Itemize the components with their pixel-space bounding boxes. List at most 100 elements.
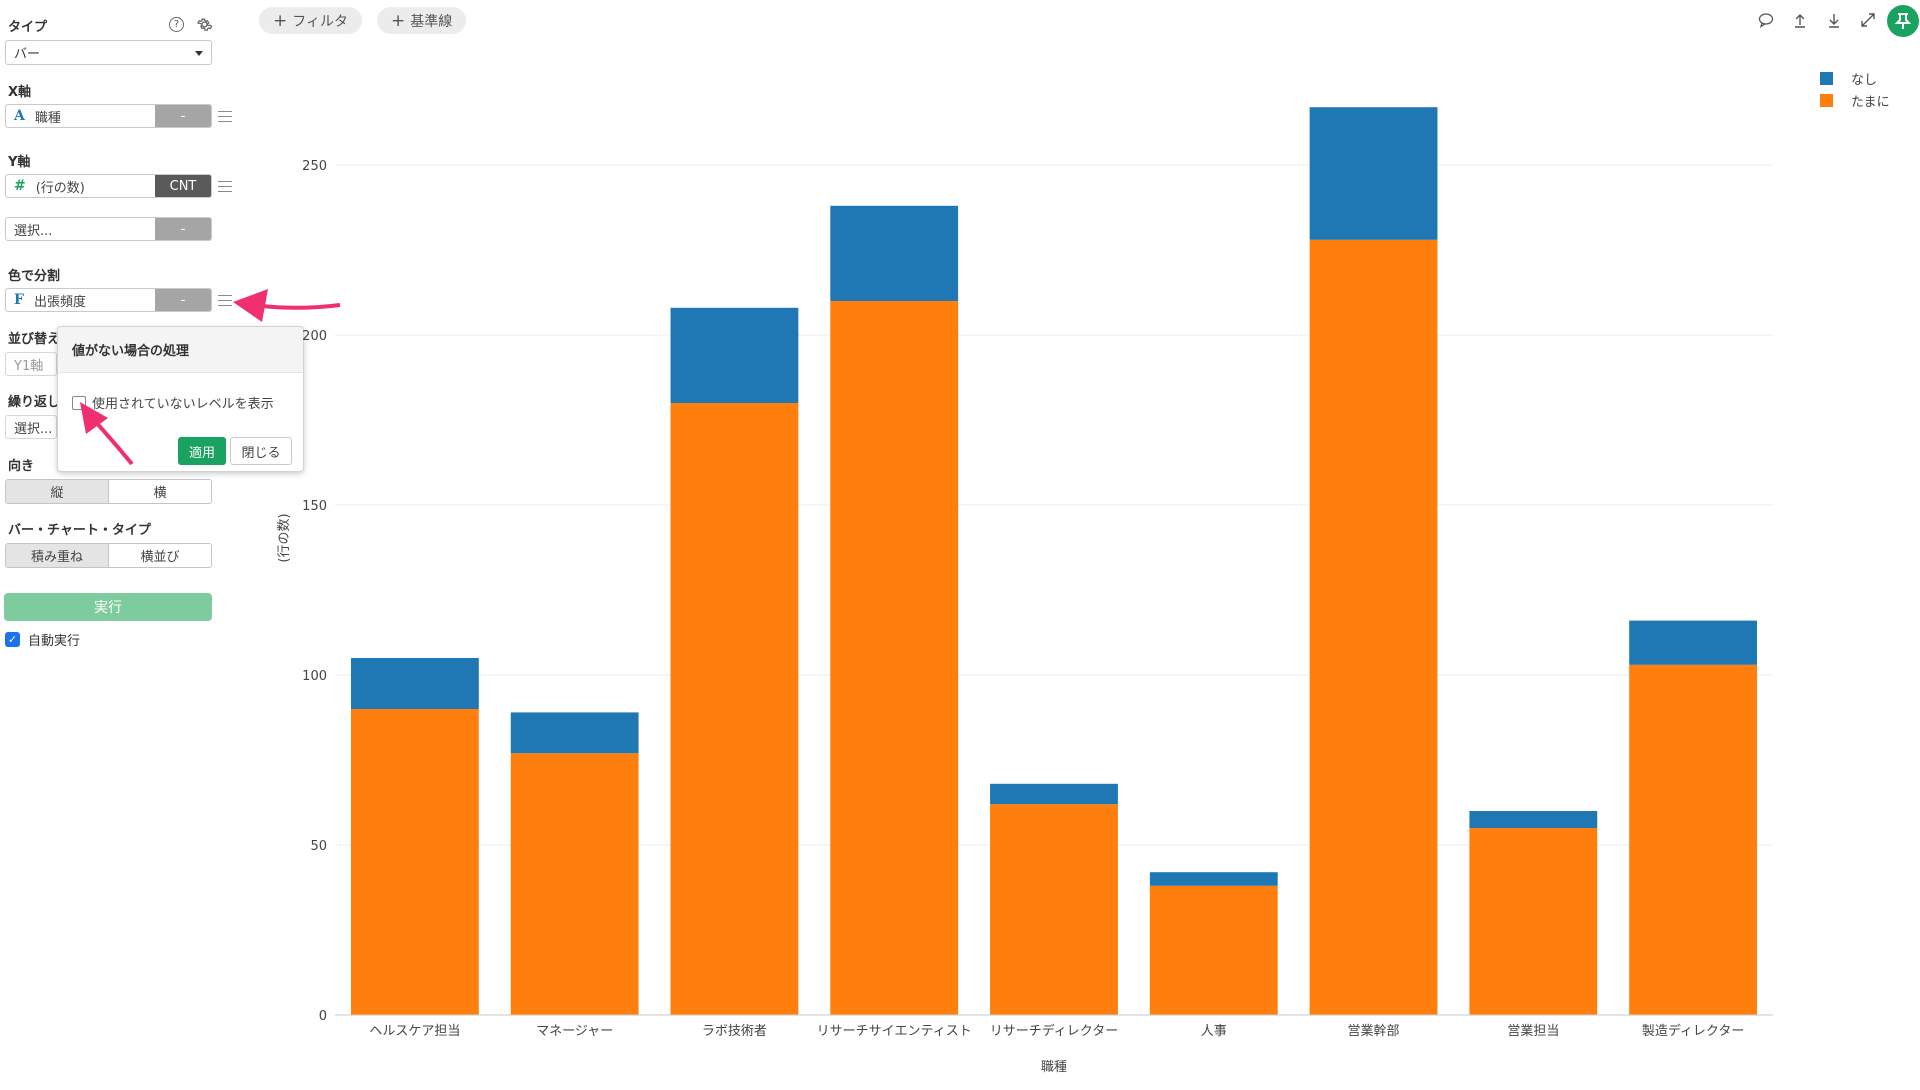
chevron-down-icon — [195, 51, 203, 56]
auto-run-option[interactable]: ✓ 自動実行 — [5, 630, 80, 649]
text-type-icon: A — [14, 108, 25, 124]
stacked-option[interactable]: 積み重ね — [6, 544, 109, 567]
y-axis-aggregate-button[interactable]: CNT — [155, 175, 211, 197]
type-label: タイプ — [8, 20, 48, 35]
run-button[interactable]: 実行 — [4, 593, 212, 621]
y-tick-label: 250 — [302, 159, 327, 174]
orientation-horizontal-option[interactable]: 横 — [109, 480, 211, 503]
auto-run-checkbox[interactable]: ✓ — [5, 632, 20, 647]
x-tick-label: 製造ディレクター — [1642, 1023, 1745, 1039]
legend-item-sometimes[interactable]: たまに — [1820, 91, 1890, 110]
gear-icon[interactable] — [196, 16, 213, 37]
orientation-label: 向き — [8, 459, 35, 474]
x-tick-label: 人事 — [1201, 1024, 1227, 1039]
side-by-side-option[interactable]: 横並び — [109, 544, 211, 567]
legend-swatch-blue — [1820, 72, 1833, 85]
legend-item-none[interactable]: なし — [1820, 69, 1877, 88]
bar-segment[interactable] — [1309, 107, 1438, 240]
bar-segment[interactable] — [990, 783, 1118, 805]
color-split-menu-icon[interactable] — [218, 295, 232, 306]
x-tick-label: 営業担当 — [1507, 1023, 1559, 1039]
expand-icon[interactable] — [1860, 12, 1876, 28]
bar-segment[interactable] — [1309, 239, 1438, 1016]
x-axis-field-name: 職種 — [34, 110, 61, 126]
x-tick-label: マネージャー — [536, 1024, 613, 1039]
color-split-button[interactable]: - — [155, 289, 211, 311]
bar-segment[interactable] — [1149, 885, 1278, 1015]
sort-input[interactable]: Y1軸 — [5, 352, 57, 376]
legend-swatch-orange — [1820, 94, 1833, 107]
annotation-arrows — [80, 289, 341, 466]
bar-segment[interactable] — [1469, 828, 1598, 1015]
bar-chart-type-toggle: 積み重ね 横並び — [5, 543, 212, 568]
add-baseline-label: 基準線 — [410, 13, 453, 30]
pin-icon — [1895, 13, 1911, 29]
y-axis-label: Y軸 — [8, 155, 31, 170]
orientation-toggle: 縦 横 — [5, 479, 212, 504]
apply-button[interactable]: 適用 — [178, 437, 226, 465]
add-filter-button[interactable]: + フィルタ — [259, 7, 362, 34]
number-type-icon: # — [14, 178, 26, 194]
left-panel: タイプ ? バー X軸 A 職種 - Y軸 # (行の数) CNT 選択... … — [0, 0, 232, 1090]
y-tick-label: 50 — [310, 839, 327, 854]
y-axis-extra-button[interactable]: - — [155, 218, 211, 240]
missing-values-popover: 値がない場合の処理 使用されていないレベルを表示 適用 閉じる — [57, 326, 304, 472]
repeat-select[interactable]: 選択... — [5, 415, 57, 439]
show-unused-levels-label: 使用されていないレベルを表示 — [92, 397, 274, 412]
pin-button[interactable] — [1887, 5, 1919, 37]
bar-segment[interactable] — [670, 307, 799, 403]
y-tick-label: 200 — [302, 329, 327, 344]
color-split-field-name: 出張頻度 — [33, 294, 86, 310]
bar-segment[interactable] — [670, 403, 799, 1015]
color-split-field-name-wrap: F 出張頻度 — [6, 289, 155, 311]
chart-type-value: バー — [14, 47, 41, 62]
plus-icon: + — [391, 10, 406, 31]
y-axis-extra-field[interactable]: 選択... - — [5, 217, 212, 241]
x-axis-aggregate-button[interactable]: - — [155, 105, 211, 127]
download-icon[interactable] — [1826, 12, 1842, 28]
x-axis-field[interactable]: A 職種 - — [5, 104, 212, 128]
x-axis-field-name-wrap: A 職種 — [6, 105, 155, 127]
chart-type-select[interactable]: バー — [5, 40, 212, 65]
add-baseline-button[interactable]: + 基準線 — [377, 7, 467, 34]
arrow-to-checkbox — [80, 402, 134, 466]
bar-segment[interactable] — [830, 205, 959, 301]
bar-segment[interactable] — [830, 301, 959, 1015]
color-split-field[interactable]: F 出張頻度 - — [5, 288, 212, 312]
bar-segment[interactable] — [1469, 811, 1598, 828]
bar-segment[interactable] — [1629, 664, 1758, 1015]
y-axis-field-name-wrap: # (行の数) — [6, 175, 155, 197]
close-button[interactable]: 閉じる — [230, 437, 292, 465]
question-circle-icon[interactable]: ? — [169, 17, 184, 32]
x-tick-label: リサーチディレクター — [990, 1023, 1119, 1039]
bar-segment[interactable] — [510, 753, 639, 1015]
bar-segment[interactable] — [1629, 620, 1758, 665]
add-filter-label: フィルタ — [292, 13, 348, 30]
sort-label: 並び替え — [8, 332, 61, 347]
x-tick-label: 営業幹部 — [1348, 1023, 1400, 1039]
x-tick-label: ラボ技術者 — [702, 1024, 767, 1039]
auto-run-label: 自動実行 — [28, 634, 81, 649]
bar-segment[interactable] — [1149, 872, 1278, 886]
bars-layer — [350, 107, 1758, 1016]
bar-segment[interactable] — [510, 712, 639, 754]
y-axis-extra-placeholder: 選択... — [14, 223, 53, 239]
bar-segment[interactable] — [990, 804, 1118, 1015]
plus-icon: + — [273, 10, 288, 31]
x-axis-menu-icon[interactable] — [218, 111, 232, 122]
x-axis-title: 職種 — [1041, 1059, 1067, 1075]
upload-icon[interactable] — [1792, 12, 1808, 28]
popover-title: 値がない場合の処理 — [58, 327, 303, 373]
axis-layer: 0 50 100 150 200 250 ヘルスケア担当 マネージャー ラボ技術者 リサーチサイエ… — [277, 159, 1773, 1075]
bar-segment[interactable] — [350, 658, 479, 709]
comment-icon[interactable] — [1758, 12, 1774, 28]
bar-segment[interactable] — [350, 709, 479, 1015]
y-tick-label: 150 — [302, 499, 327, 514]
legend-label-none: なし — [1851, 73, 1878, 88]
y-axis-field-name: (行の数) — [35, 180, 85, 196]
orientation-vertical-option[interactable]: 縦 — [6, 480, 109, 503]
y-tick-label: 100 — [302, 669, 327, 684]
y-axis-menu-icon[interactable] — [218, 181, 232, 192]
y-axis-field[interactable]: # (行の数) CNT — [5, 174, 212, 198]
